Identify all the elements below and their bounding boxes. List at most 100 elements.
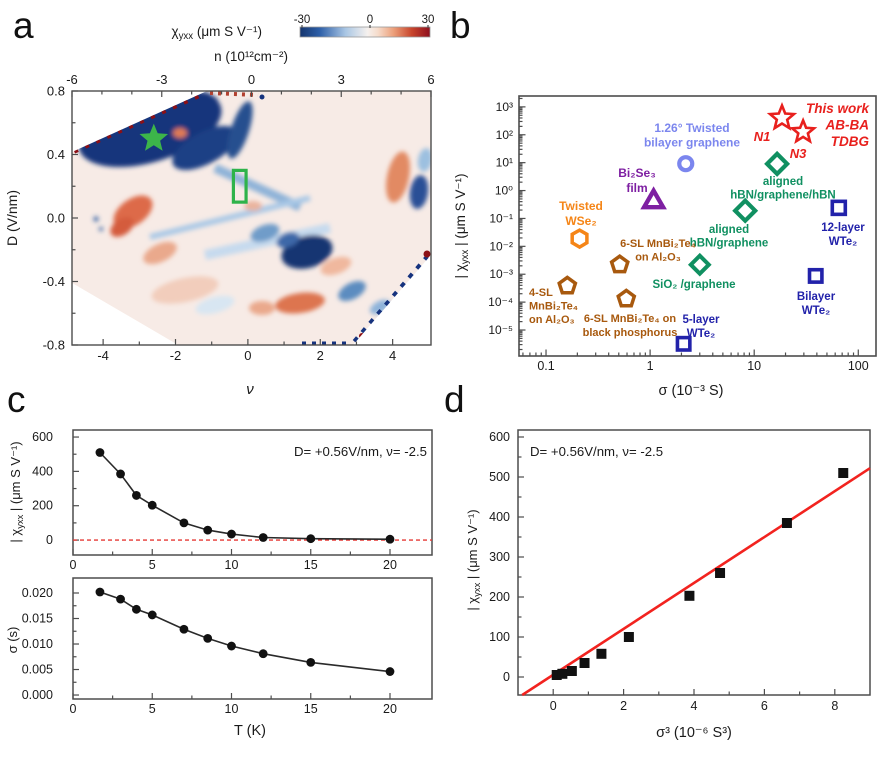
point-4sl-mnbi2te4-al2o3 (557, 275, 578, 295)
c-top-point (385, 534, 395, 544)
c-top-y-tick: 0 (46, 533, 53, 547)
c-bottom-point (131, 604, 141, 614)
a-n-tick: -3 (156, 72, 168, 87)
d-y-axis-label: | χyxx | (μm S V⁻¹) (465, 509, 482, 610)
b-y-tick: 10⁻³ (489, 267, 513, 281)
d-point (596, 648, 607, 659)
label-6sl-mnbi2te4-al2o3: on Al₂O₃ (635, 252, 681, 264)
d-point (579, 658, 590, 668)
b-x-axis-label: σ (10⁻³ S) (659, 383, 724, 399)
c-bottom-point (179, 624, 189, 634)
label-sio2-graphene: SiO₂ /graphene (652, 279, 735, 291)
panel-a: -4 -2 0 2 40.80.40.0-0.4-0.8-6 -3 0 3 6n (10¹²cm… (4, 14, 435, 398)
a-n-tick: 0 (248, 72, 255, 87)
label-aligned-hbn-graphene: aligned (709, 224, 749, 236)
a-x-tick: 0 (244, 348, 251, 363)
label-twisted-wse2: WSe₂ (565, 214, 596, 228)
c-top-point (179, 518, 189, 528)
c-bottom-point (227, 641, 236, 651)
b-x-tick: 0.1 (537, 359, 554, 373)
colorbar-tick: -30 (294, 14, 311, 26)
label-6sl-mnbi2te4-bp: 6-SL MnBi₂Te₄ on (584, 313, 677, 325)
b-y-axis-label: | χyxx | (μm S V⁻¹) (453, 173, 471, 278)
b-y-tick: 10⁻¹ (489, 211, 513, 225)
a-star-marker (139, 123, 169, 151)
panel-d-letter: d (444, 379, 465, 420)
a-top-axis-label: n (10¹²cm⁻²) (214, 49, 288, 64)
c-bottom-point (116, 594, 125, 604)
c-top-point (203, 525, 213, 535)
d-y-tick: 100 (489, 630, 510, 644)
b-y-tick: 10⁻⁵ (488, 323, 513, 337)
point-n3-this-work (788, 116, 818, 145)
c-bottom-point (95, 587, 105, 597)
c-top-annotation: D= +0.56V/nm, ν= -2.5 (294, 444, 427, 459)
label-12layer-wte2: WTe₂ (829, 236, 858, 248)
c-bottom-point (258, 649, 268, 659)
point-aligned-hbn-graphene-hbn (764, 150, 791, 177)
label-bilayer-wte2: WTe₂ (802, 305, 831, 317)
d-x-tick: 8 (831, 699, 838, 713)
label-twisted-bilayer-graphene: 1.26° Twisted (654, 121, 729, 135)
label-5layer-wte2: 5-layer (682, 314, 720, 326)
b-y-tick: 10² (496, 128, 513, 142)
point-twisted-bilayer-graphene (677, 155, 695, 173)
d-point (566, 666, 577, 676)
label-bilayer-wte2: Bilayer (797, 291, 836, 303)
panel-c-letter: c (7, 379, 26, 420)
c-top-x-tick: 0 (70, 558, 77, 572)
point-12layer-wte2 (830, 199, 848, 217)
plot-frame (518, 95, 877, 357)
c-top-point (306, 534, 316, 544)
b-x-tick: 100 (848, 359, 869, 373)
c-bottom-x-axis-label: T (K) (234, 723, 266, 739)
label-5layer-wte2: WTe₂ (687, 328, 716, 340)
a-y-tick: 0.4 (47, 147, 65, 162)
d-fit-line (521, 467, 871, 697)
point-bilayer-wte2 (807, 267, 824, 284)
label-bi2se3-film: Bi₂Se₃ (618, 166, 656, 180)
c-bottom-point (385, 667, 395, 676)
label-12layer-wte2: 12-layer (821, 222, 865, 234)
d-y-tick: 300 (489, 550, 510, 564)
panel-c-bottom: 0 5 10 15 20 0.000 0.005 0.010 0.015 0.020 T (K) σ … (5, 577, 433, 739)
label-this-work: This work (806, 101, 871, 116)
d-x-tick: 4 (691, 699, 698, 713)
c-bottom-x-tick: 20 (383, 702, 397, 716)
b-x-tick: 10 (747, 359, 761, 373)
d-x-tick: 0 (550, 699, 557, 713)
a-x-tick: 2 (317, 348, 324, 363)
a-y-tick: -0.4 (43, 274, 65, 289)
d-x-axis-label: σ³ (10⁻⁶ S³) (656, 725, 732, 741)
c-top-point (258, 533, 268, 542)
b-y-tick: 10⁰ (495, 184, 513, 198)
c-top-y-tick: 200 (32, 499, 53, 513)
c-top-x-tick: 10 (225, 558, 239, 572)
b-y-tick: 10¹ (496, 156, 513, 170)
c-bottom-x-tick: 5 (149, 702, 156, 716)
d-y-tick: 200 (489, 590, 510, 604)
d-y-tick: 500 (489, 470, 510, 484)
label-n1: N1 (754, 129, 771, 144)
label-aligned-hbn-graphene-hbn: hBN/graphene/hBN (730, 190, 835, 202)
a-x-tick: -2 (170, 348, 182, 363)
d-point (715, 568, 726, 578)
a-y-tick: 0.0 (47, 211, 65, 226)
point-sio2-graphene (687, 252, 712, 277)
d-point (781, 518, 792, 528)
point-bi2se3-film (640, 186, 667, 210)
c-top-x-tick: 20 (383, 558, 397, 572)
point-n1-this-work (766, 101, 798, 131)
c-top-point (227, 529, 236, 539)
point-6sl-mnbi2te4-al2o3 (609, 254, 630, 274)
a-y-axis-label: D (V/nm) (4, 190, 20, 246)
c-bottom-y-axis-label: σ (s) (5, 627, 20, 654)
c-top-y-tick: 400 (32, 464, 53, 478)
c-top-point (131, 491, 141, 500)
d-point (557, 668, 568, 679)
label-bi2se3-film: film (626, 181, 647, 195)
colorbar (299, 26, 431, 38)
a-x-tick: -4 (97, 348, 109, 363)
a-y-tick: 0.8 (47, 84, 65, 99)
